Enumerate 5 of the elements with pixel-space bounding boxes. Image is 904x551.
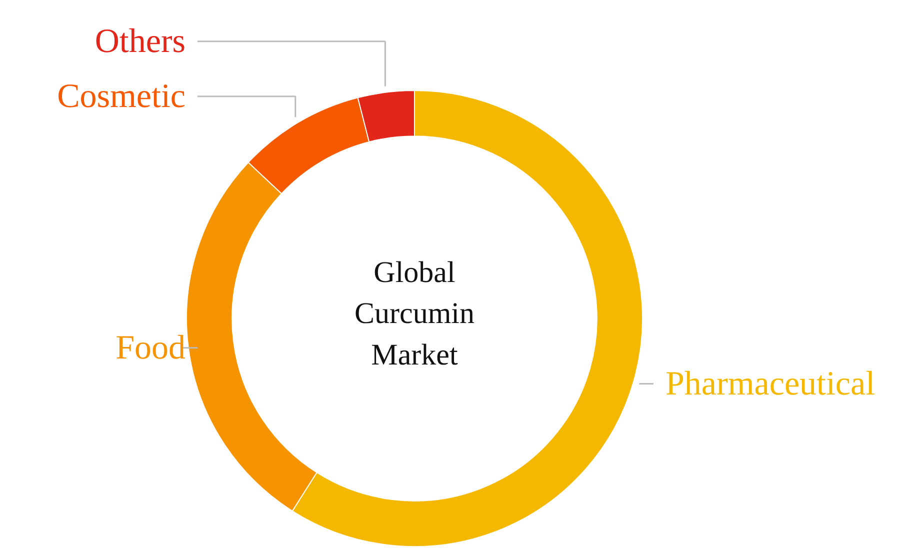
slice-label: Cosmetic xyxy=(57,78,186,115)
slice-label: Pharmaceutical xyxy=(666,365,876,402)
slice-label: Food xyxy=(116,329,186,366)
text: Global Curcumin Market xyxy=(354,256,475,372)
slice-label: Others xyxy=(94,22,186,60)
